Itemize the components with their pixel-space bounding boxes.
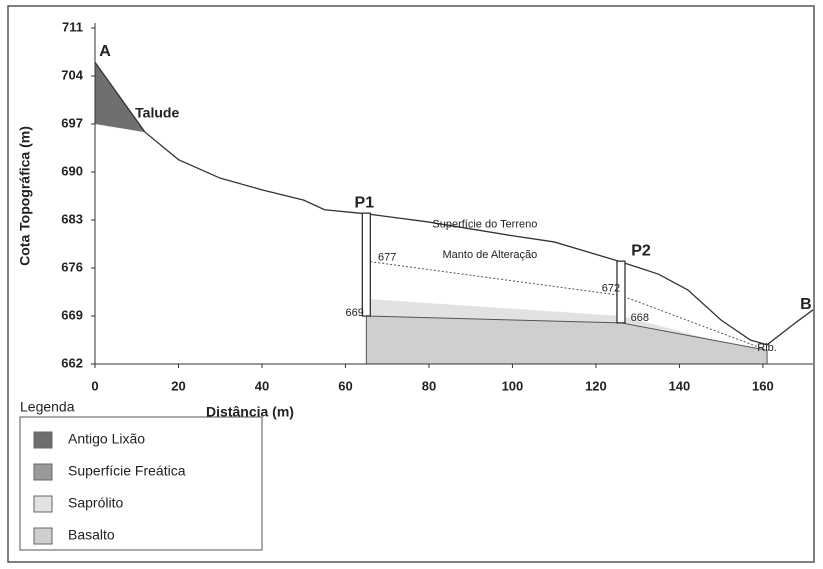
legend-label: Superfície Freática: [68, 463, 186, 479]
y-tick-label: 690: [61, 163, 83, 178]
annotation: Manto de Alteração: [443, 249, 538, 261]
annotation: Rib.: [757, 342, 777, 354]
y-tick-label: 704: [61, 67, 83, 82]
legend-title: Legenda: [20, 399, 75, 415]
legend-label: Antigo Lixão: [68, 431, 145, 447]
annotation: Talude: [135, 104, 179, 120]
legend-swatch: [34, 496, 52, 512]
x-tick-label: 140: [669, 378, 691, 393]
y-tick-label: 697: [61, 115, 83, 130]
y-axis-label: Cota Topográfica (m): [17, 126, 33, 266]
annotation: 668: [631, 312, 649, 324]
terrain-line: [95, 62, 813, 345]
x-tick-label: 60: [338, 378, 352, 393]
chart: Distância (m) Cota Topográfica (m) Legen…: [0, 0, 823, 569]
x-tick-label: 120: [585, 378, 607, 393]
legend-label: Basalto: [68, 527, 115, 543]
annotation: 672: [602, 282, 620, 294]
y-tick-label: 662: [61, 355, 83, 370]
well: [362, 213, 370, 316]
x-tick-label: 160: [752, 378, 774, 393]
legend-swatch: [34, 464, 52, 480]
annotation: A: [99, 43, 111, 60]
x-tick-label: 40: [255, 378, 269, 393]
y-tick-label: 676: [61, 259, 83, 274]
x-tick-label: 0: [91, 378, 98, 393]
x-tick-label: 100: [502, 378, 524, 393]
well-label: P1: [355, 194, 375, 211]
annotation: Superfície do Terreno: [432, 219, 537, 231]
x-tick-label: 80: [422, 378, 436, 393]
y-tick-label: 669: [61, 307, 83, 322]
annotation: 677: [378, 252, 396, 264]
well-label: P2: [631, 242, 651, 259]
y-tick-label: 711: [62, 19, 83, 34]
y-tick-label: 683: [61, 211, 83, 226]
layer-3: [366, 316, 767, 364]
x-tick-label: 20: [171, 378, 185, 393]
annotation: 669: [345, 307, 363, 319]
legend-swatch: [34, 432, 52, 448]
annotation: B: [800, 296, 812, 313]
legend-label: Saprólito: [68, 495, 123, 511]
legend-swatch: [34, 528, 52, 544]
